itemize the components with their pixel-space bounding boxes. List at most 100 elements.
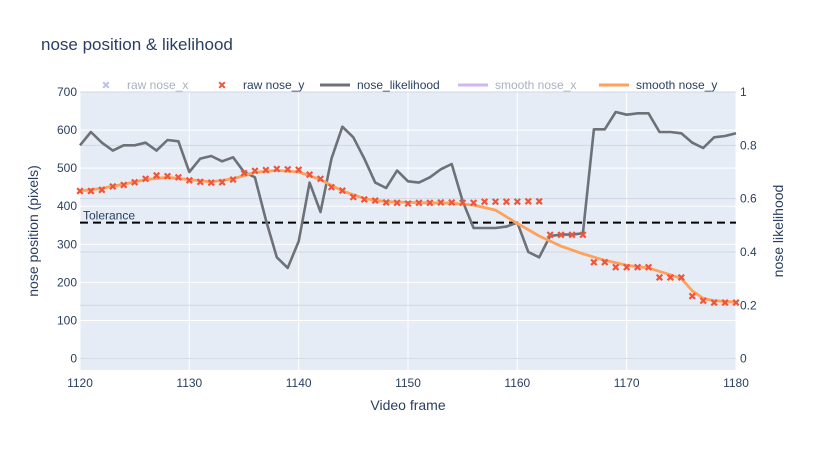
tick-labels: 1120 1130 1140 1150 1160 1170 1180 0 100 200 300 40… — [57, 85, 757, 390]
data-point-raw-nose-y — [579, 231, 587, 239]
legend-swatch — [102, 81, 110, 89]
legend-item-raw-nose_y[interactable]: raw nose_y — [218, 78, 304, 92]
data-point-raw-nose-y — [163, 172, 172, 180]
data-point-raw-nose-y — [415, 199, 423, 207]
data-point-raw-nose-y — [306, 171, 314, 179]
data-point-raw-nose-y — [251, 167, 259, 175]
data-point-raw-nose-y — [393, 199, 401, 207]
data-point-raw-nose-y — [699, 297, 707, 305]
y2-tick-label: 0 — [740, 352, 747, 366]
y-tick-label: 400 — [57, 199, 77, 213]
data-point-raw-nose-y — [601, 258, 609, 266]
data-point-raw-nose-y — [229, 176, 237, 184]
x-tick-label: 1160 — [504, 376, 530, 390]
data-point-raw-nose-y — [98, 186, 106, 194]
data-point-raw-nose-y — [502, 198, 510, 206]
x-axis-title: Video frame — [370, 397, 445, 413]
x-tick-label: 1180 — [723, 376, 749, 390]
legend-item-smooth-nose_x[interactable]: smooth nose_x — [458, 78, 576, 92]
y-tick-label: 200 — [57, 275, 77, 289]
data-point-raw-nose-y — [338, 187, 346, 195]
x-tick-label: 1140 — [286, 376, 312, 390]
data-point-raw-nose-y — [382, 198, 390, 207]
data-point-raw-nose-y — [590, 258, 598, 266]
y-tick-label: 700 — [57, 85, 77, 99]
data-point-raw-nose-y — [688, 292, 696, 300]
data-point-raw-nose-y — [732, 299, 740, 307]
data-point-raw-nose-y — [174, 173, 182, 181]
data-point-raw-nose-y — [721, 299, 729, 307]
y2-tick-label: 0.4 — [740, 245, 757, 259]
data-point-raw-nose-y — [644, 263, 653, 271]
y2-tick-label: 0.2 — [740, 298, 757, 312]
data-point-raw-nose-y — [437, 198, 445, 207]
data-point-raw-nose-y — [568, 231, 576, 239]
data-point-raw-nose-y — [295, 166, 303, 174]
data-point-raw-nose-y — [513, 198, 521, 206]
y2-tick-label: 0.6 — [740, 192, 757, 206]
data-point-raw-nose-y — [677, 273, 685, 282]
data-point-raw-nose-y — [120, 181, 128, 189]
data-point-raw-nose-y — [404, 200, 412, 208]
data-point-raw-nose-y — [207, 179, 215, 187]
data-point-raw-nose-y — [131, 178, 139, 186]
legend-item-smooth-nose_y[interactable]: smooth nose_y — [599, 78, 717, 92]
legend[interactable]: raw nose_x raw nose_y nose_likelihood smoot… — [102, 78, 717, 92]
data-point-raw-nose-y — [273, 165, 281, 173]
data-point-raw-nose-y — [87, 187, 95, 195]
data-point-raw-nose-y — [666, 273, 674, 282]
data-point-raw-nose-y — [535, 197, 543, 205]
data-point-raw-nose-y — [360, 195, 368, 203]
legend-label: nose_likelihood — [357, 78, 440, 92]
y-tick-label: 300 — [57, 237, 77, 251]
data-point-raw-nose-y — [459, 199, 467, 207]
data-point-raw-nose-y — [240, 169, 248, 177]
y-tick-label: 0 — [70, 352, 77, 366]
data-point-raw-nose-y — [448, 198, 456, 207]
data-point-raw-nose-y — [470, 199, 478, 207]
data-point-raw-nose-y — [327, 183, 336, 191]
gridlines — [79, 91, 737, 370]
data-point-raw-nose-y — [524, 197, 532, 205]
legend-label: raw nose_x — [127, 78, 188, 92]
data-point-raw-nose-y — [612, 263, 620, 271]
data-point-raw-nose-y — [284, 165, 292, 173]
data-point-raw-nose-y — [218, 178, 226, 186]
legend-label: raw nose_y — [243, 78, 304, 92]
y2-axis-title: nose likelihood — [770, 185, 786, 278]
data-point-raw-nose-y — [76, 187, 84, 195]
data-point-raw-nose-y — [152, 171, 161, 179]
data-point-raw-nose-y — [371, 196, 379, 205]
x-tick-label: 1170 — [614, 376, 640, 390]
data-point-raw-nose-y — [316, 175, 325, 183]
x-tick-label: 1150 — [395, 376, 421, 390]
y-tick-label: 500 — [57, 161, 77, 175]
data-point-raw-nose-y — [426, 199, 434, 207]
series-line-nose_likelihood — [78, 110, 737, 270]
data-point-raw-nose-y — [262, 166, 270, 174]
data-point-raw-nose-y — [634, 263, 642, 271]
data-point-raw-nose-y — [655, 273, 664, 282]
y2-tick-label: 0.8 — [740, 138, 757, 152]
legend-label: smooth nose_x — [495, 78, 576, 92]
y-axis-title: nose position (pixels) — [25, 165, 41, 297]
legend-item-nose_likelihood[interactable]: nose_likelihood — [320, 78, 440, 92]
data-point-raw-nose-y — [480, 198, 489, 206]
data-point-raw-nose-y — [557, 231, 565, 239]
data-point-raw-nose-y — [109, 182, 117, 191]
chart-title: nose position & likelihood — [41, 35, 233, 54]
x-tick-label: 1120 — [67, 376, 93, 390]
data-point-raw-nose-y — [185, 176, 193, 184]
y2-tick-label: 1 — [740, 85, 747, 99]
data-point-raw-nose-y — [546, 231, 554, 239]
data-point-raw-nose-y — [349, 193, 357, 201]
tolerance-label: Tolerance — [83, 209, 135, 223]
legend-item-raw-nose_x[interactable]: raw nose_x — [102, 78, 188, 92]
data-point-raw-nose-y — [710, 299, 718, 307]
legend-swatch — [218, 81, 226, 89]
data-point-raw-nose-y — [491, 198, 500, 206]
data-point-raw-nose-y — [623, 263, 631, 271]
legend-label: smooth nose_y — [636, 78, 717, 92]
y-tick-label: 100 — [57, 313, 77, 327]
